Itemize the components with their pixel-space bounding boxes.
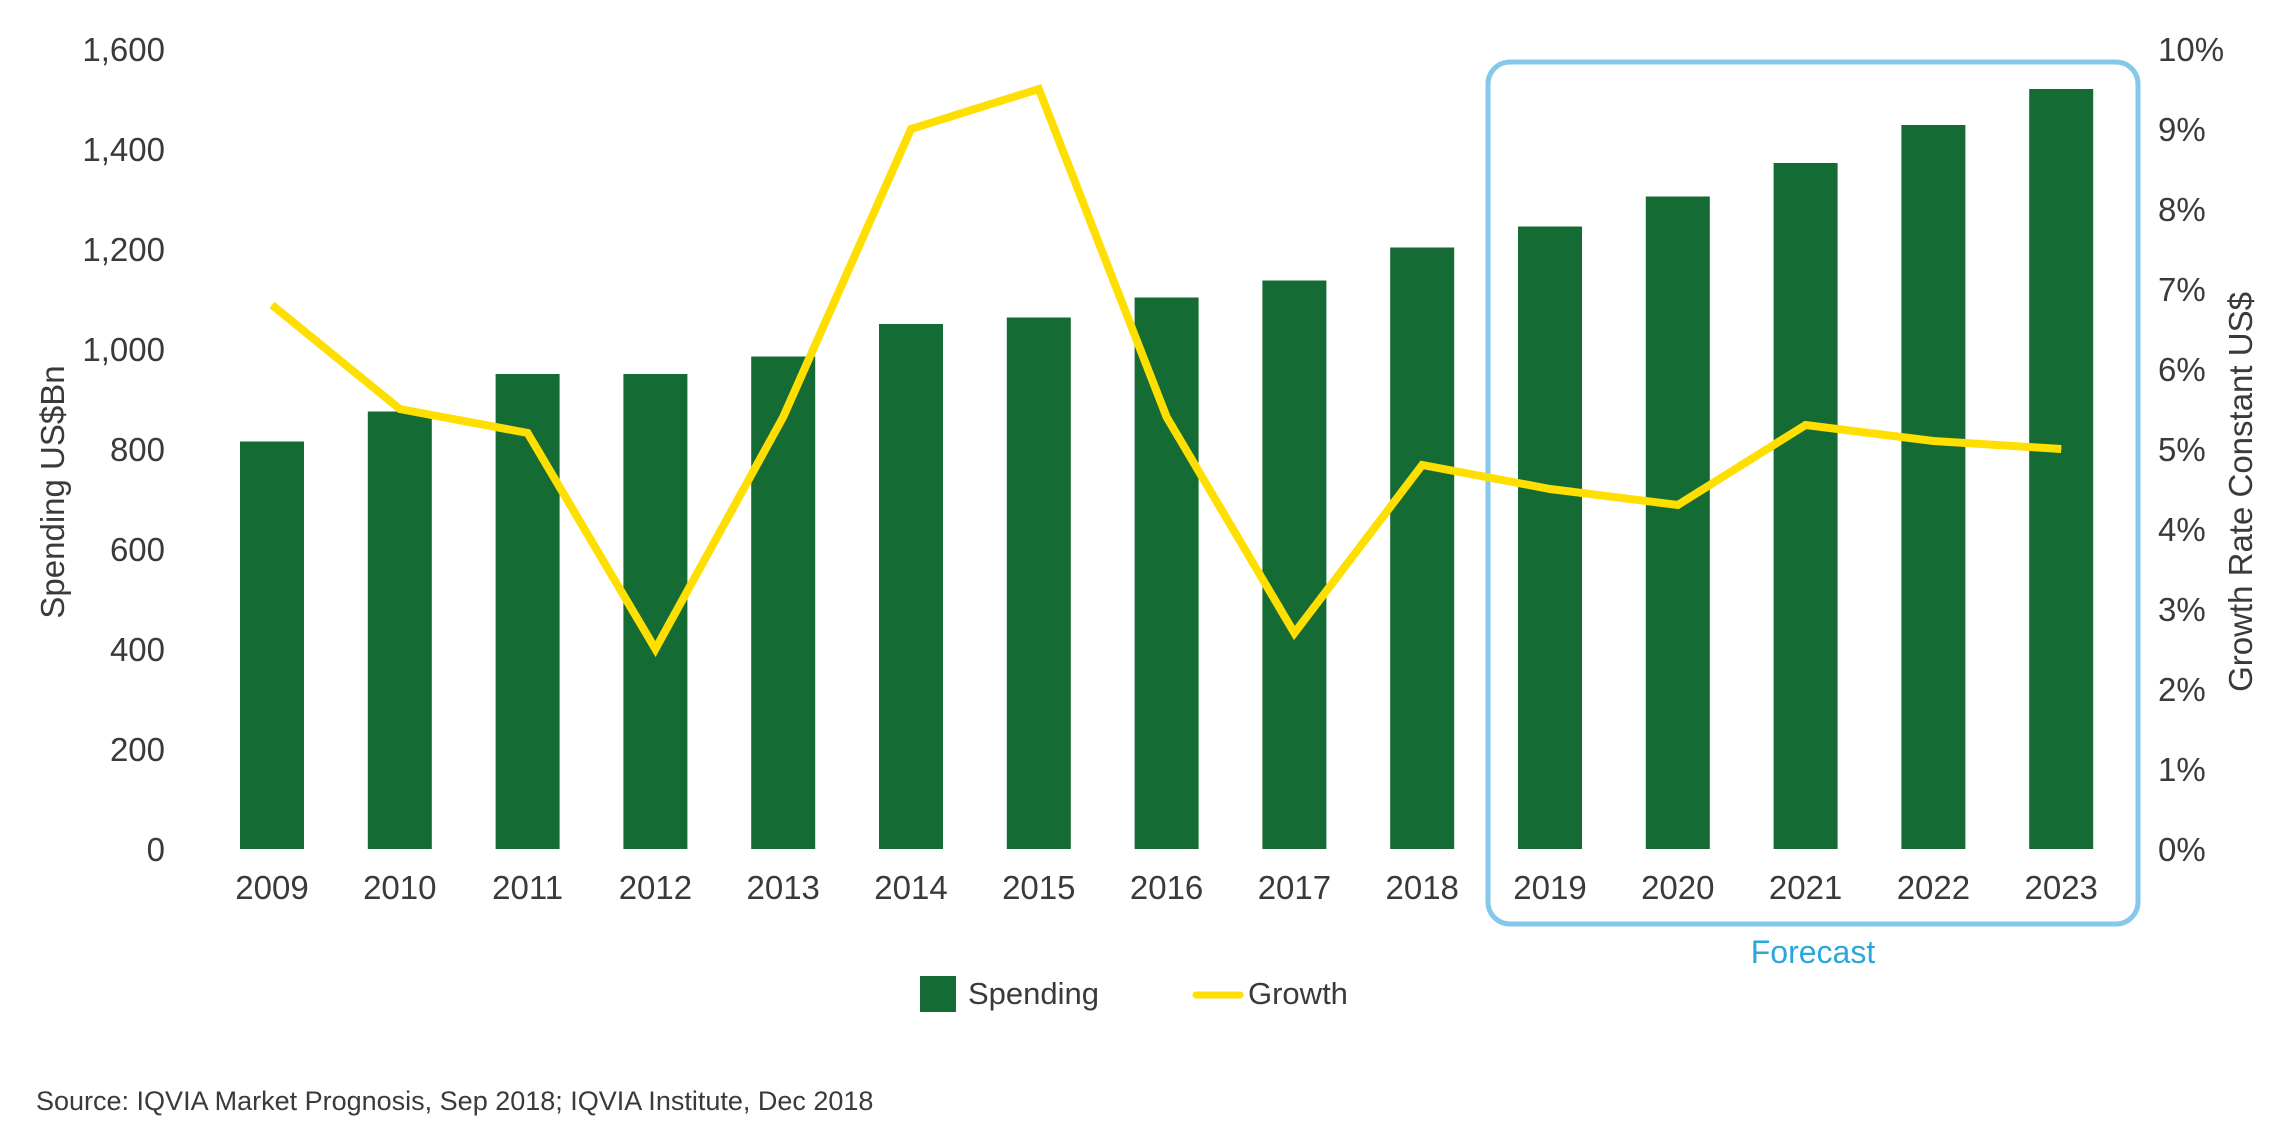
left-tick-label: 1,400: [82, 131, 165, 168]
bar-2014: [879, 324, 943, 849]
left-axis-title: Spending US$Bn: [34, 365, 71, 618]
left-tick-label: 400: [110, 631, 165, 668]
growth-point-2014: [910, 128, 912, 130]
bar-2009: [240, 441, 304, 849]
bar-2015: [1006, 317, 1071, 849]
x-tick-label: 2023: [2024, 869, 2097, 906]
x-tick-label: 2019: [1513, 869, 1586, 906]
x-tick-label: 2020: [1641, 869, 1714, 906]
bar-2018: [1390, 247, 1455, 849]
x-tick-label: 2016: [1130, 869, 1203, 906]
line-layer: [269, 84, 2062, 658]
forecast-layer: Forecast: [1485, 59, 2141, 970]
right-tick-label: 7%: [2158, 271, 2206, 308]
bar-2017: [1262, 280, 1327, 849]
x-tick-label: 2015: [1002, 869, 1075, 906]
left-tick-label: 800: [110, 431, 165, 468]
right-tick-label: 3%: [2158, 591, 2206, 628]
forecast-label: Forecast: [1751, 934, 1876, 970]
x-tick-label: 2011: [492, 869, 563, 906]
x-tick-label: 2018: [1385, 869, 1458, 906]
left-tick-label: 0: [147, 831, 165, 868]
left-tick-label: 1,200: [82, 231, 165, 268]
left-axis-ticks: 0 200 400 600 800 1,000 1,200 1,400 1,600: [82, 31, 165, 868]
source-note: Source: IQVIA Market Prognosis, Sep 2018…: [36, 1086, 873, 1116]
x-tick-label: 2022: [1897, 869, 1970, 906]
right-tick-label: 9%: [2158, 111, 2206, 148]
x-tick-label: 2009: [235, 869, 308, 906]
growth-point-2022: [1932, 440, 1934, 442]
bar-2023: [2029, 89, 2094, 849]
growth-point-2017: [1293, 632, 1295, 634]
growth-point-2010: [399, 408, 401, 410]
growth-point-2013: [782, 416, 784, 418]
right-tick-label: 4%: [2158, 511, 2206, 548]
growth-point-2018: [1421, 464, 1423, 466]
x-tick-label: 2013: [746, 869, 819, 906]
left-tick-label: 200: [110, 731, 165, 768]
right-tick-label: 8%: [2158, 191, 2206, 228]
legend-spending-label: Spending: [968, 976, 1099, 1011]
right-axis-title: Growth Rate Constant US$: [2222, 292, 2259, 692]
right-axis-ticks: 0% 1% 2% 3% 4% 5% 6% 7% 8% 9% 10%: [2158, 31, 2224, 868]
left-tick-label: 600: [110, 531, 165, 568]
growth-point-2011: [527, 432, 529, 434]
right-tick-label: 6%: [2158, 351, 2206, 388]
growth-point-2020: [1677, 504, 1679, 506]
bar-2019: [1518, 226, 1582, 849]
forecast-box: [1485, 59, 2141, 927]
left-tick-label: 1,600: [82, 31, 165, 68]
bar-2010: [367, 411, 432, 849]
x-tick-label: 2010: [363, 869, 436, 906]
bar-2020: [1645, 196, 1710, 849]
growth-point-2019: [1549, 488, 1551, 490]
bar-2022: [1901, 125, 1966, 849]
bar-2013: [751, 356, 816, 849]
growth-point-2009: [271, 304, 273, 306]
legend-growth-label: Growth: [1248, 976, 1348, 1011]
right-tick-label: 10%: [2158, 31, 2224, 68]
right-tick-label: 1%: [2158, 751, 2206, 788]
legend: Spending Growth: [920, 976, 1348, 1012]
legend-spending-swatch: [920, 976, 956, 1012]
right-tick-label: 0%: [2158, 831, 2206, 868]
x-tick-label: 2017: [1258, 869, 1331, 906]
growth-point-2016: [1166, 416, 1168, 418]
x-tick-label: 2014: [874, 869, 947, 906]
bar-2016: [1134, 297, 1199, 849]
bar-2021: [1773, 163, 1838, 849]
left-tick-label: 1,000: [82, 331, 165, 368]
bar-2011: [495, 374, 560, 849]
x-tick-label: 2012: [619, 869, 692, 906]
growth-point-2021: [1805, 424, 1807, 426]
growth-point-2023: [2060, 448, 2062, 450]
x-tick-label: 2021: [1769, 869, 1842, 906]
right-tick-label: 5%: [2158, 431, 2206, 468]
right-tick-label: 2%: [2158, 671, 2206, 708]
x-axis-ticks: 2009 2010 2011 2012 2013 2014 2015 2016 2017 2018…: [235, 869, 2098, 906]
growth-point-2012: [654, 648, 656, 650]
bars-layer: [240, 89, 2094, 849]
growth-point-2015: [1038, 88, 1040, 90]
